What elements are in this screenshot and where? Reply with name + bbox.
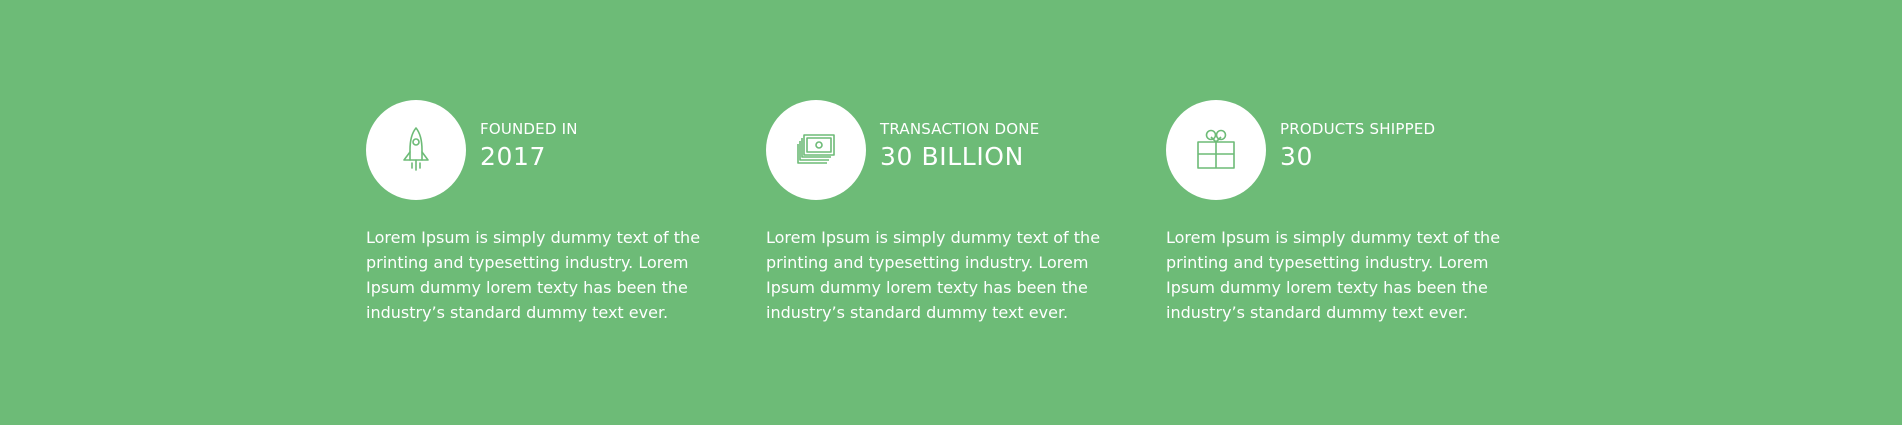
stat-label: PRODUCTS SHIPPED [1280,119,1436,138]
stat-value: 30 [1280,141,1314,171]
stat-header: PRODUCTS SHIPPED 30 [1166,100,1526,200]
stat-text: TRANSACTION DONE 30 BILLION [880,119,1039,172]
stat-description: Lorem Ipsum is simply dummy text of the … [366,228,701,322]
icon-circle [366,100,466,200]
stat-label: TRANSACTION DONE [880,119,1040,138]
rocket-icon [403,127,429,171]
stat-transactions: TRANSACTION DONE 30 BILLION Lorem Ipsum … [766,100,1126,325]
stat-text: PRODUCTS SHIPPED 30 [1280,119,1435,172]
stat-founded: FOUNDED IN 2017 Lorem Ipsum is simply du… [366,100,726,325]
stat-value: 2017 [480,141,547,171]
icon-circle [1166,100,1266,200]
stat-header: TRANSACTION DONE 30 BILLION [766,100,1126,200]
stat-header: FOUNDED IN 2017 [366,100,726,200]
stat-products: PRODUCTS SHIPPED 30 Lorem Ipsum is simpl… [1166,100,1526,325]
stat-description: Lorem Ipsum is simply dummy text of the … [766,228,1101,322]
stat-label: FOUNDED IN [480,119,578,138]
gift-icon [1197,129,1235,169]
stats-section: FOUNDED IN 2017 Lorem Ipsum is simply du… [366,100,1526,325]
stat-value: 30 BILLION [880,141,1024,171]
money-stack-icon [797,134,835,164]
stat-description: Lorem Ipsum is simply dummy text of the … [1166,228,1501,322]
stat-text: FOUNDED IN 2017 [480,119,578,172]
icon-circle [766,100,866,200]
